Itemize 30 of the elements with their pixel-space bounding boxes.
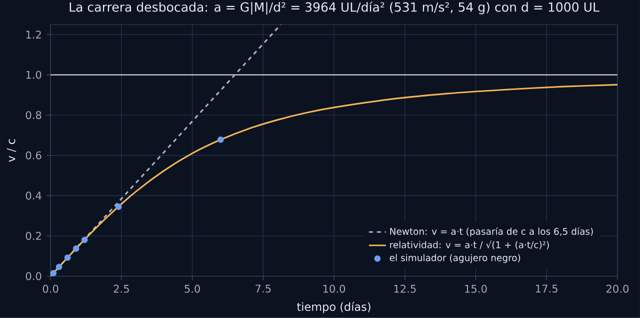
x-tick-label: 10.0 xyxy=(323,284,346,293)
point xyxy=(64,254,71,261)
y-tick-label: 1.2 xyxy=(26,30,41,39)
point xyxy=(217,136,224,143)
chart-title: La carrera desbocada: a = G|M|/d² = 3964 UL/día² (531 m/s², 54 g) con d = 1000 UL xyxy=(70,2,600,15)
y-tick-label: 0.8 xyxy=(26,111,42,120)
point xyxy=(72,245,80,252)
y-tick-label: 0.6 xyxy=(26,151,42,160)
x-tick-label: 5.0 xyxy=(184,284,200,293)
y-tick-label: 0.0 xyxy=(26,272,42,280)
x-tick-label: 15.0 xyxy=(465,284,487,293)
x-tick-label: 20.0 xyxy=(606,284,629,293)
legend-label: el simulador (agujero negro) xyxy=(390,254,520,264)
x-tick-label: 2.5 xyxy=(114,284,129,293)
x-tick-label: 12.5 xyxy=(394,284,416,293)
legend-label: relatividad: v = a·t / √(1 + (a·t/c)²) xyxy=(390,240,549,250)
x-axis-title: tiempo (días) xyxy=(297,302,370,314)
y-tick-label: 0.4 xyxy=(26,192,42,200)
y-axis-title: v / c xyxy=(6,139,16,162)
legend-label: Newton: v = a·t (pasaría de c a los 6,5 días) xyxy=(390,227,593,237)
point xyxy=(56,264,62,270)
line-series xyxy=(50,84,618,276)
y-tick-label: 1.0 xyxy=(26,70,42,79)
point xyxy=(81,236,88,244)
x-tick-label: 17.5 xyxy=(536,284,558,293)
y-tick-label: 0.2 xyxy=(26,232,41,240)
x-tick-label: 0.0 xyxy=(42,284,58,293)
point xyxy=(115,204,122,210)
point xyxy=(50,270,57,276)
x-tick-label: 7.5 xyxy=(256,284,271,293)
